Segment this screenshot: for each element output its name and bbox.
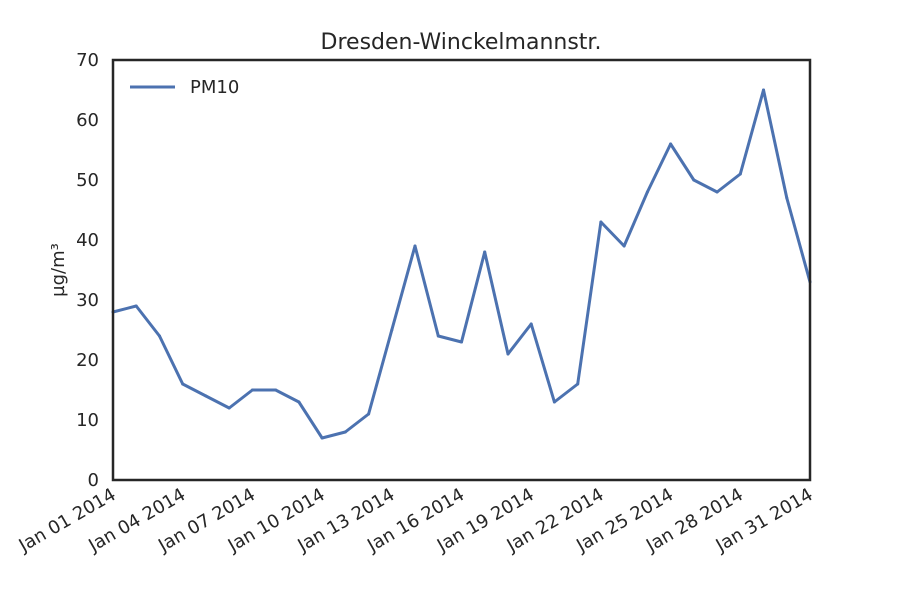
data-point [715, 190, 719, 194]
data-point [552, 400, 556, 404]
data-point [413, 244, 417, 248]
data-point [738, 172, 742, 176]
data-point [274, 388, 278, 392]
data-point [785, 196, 789, 200]
plot-frame [111, 58, 812, 482]
data-point [762, 88, 765, 92]
y-tick-label: 40 [76, 230, 99, 251]
legend-label-pm10: PM10 [190, 77, 239, 98]
data-point [460, 340, 463, 344]
data-point [692, 178, 696, 182]
data-point [645, 190, 649, 194]
data-point [483, 250, 487, 254]
data-point [297, 400, 301, 404]
data-point [669, 142, 673, 146]
data-point [506, 352, 510, 356]
data-point [622, 244, 626, 248]
series-lines [111, 88, 812, 440]
data-point [181, 382, 185, 386]
data-point [436, 334, 440, 338]
y-tick-label: 50 [76, 170, 99, 191]
y-tick-label: 10 [76, 410, 99, 431]
data-point [134, 304, 138, 308]
data-point [529, 322, 533, 326]
data-point [343, 430, 347, 434]
y-tick-label: 0 [88, 470, 99, 491]
y-tick-label: 70 [76, 50, 99, 71]
y-tick-label: 60 [76, 110, 99, 131]
data-point [250, 388, 254, 392]
data-point [367, 412, 371, 416]
y-axis-ticks: 0 10 20 30 40 50 60 70 [76, 50, 99, 491]
data-point [227, 406, 231, 410]
data-point [390, 328, 394, 332]
legend: PM10 [130, 77, 239, 98]
series-line-pm10 [112, 88, 812, 440]
y-tick-label: 30 [76, 290, 99, 311]
y-axis-label: µg/m³ [48, 243, 69, 297]
chart-title: Dresden-Winckelmannstr. [321, 30, 602, 55]
data-point [320, 436, 324, 440]
data-point [158, 334, 161, 338]
data-point [599, 220, 603, 224]
data-point [204, 394, 208, 398]
data-point [576, 382, 580, 386]
y-tick-label: 20 [76, 350, 99, 371]
